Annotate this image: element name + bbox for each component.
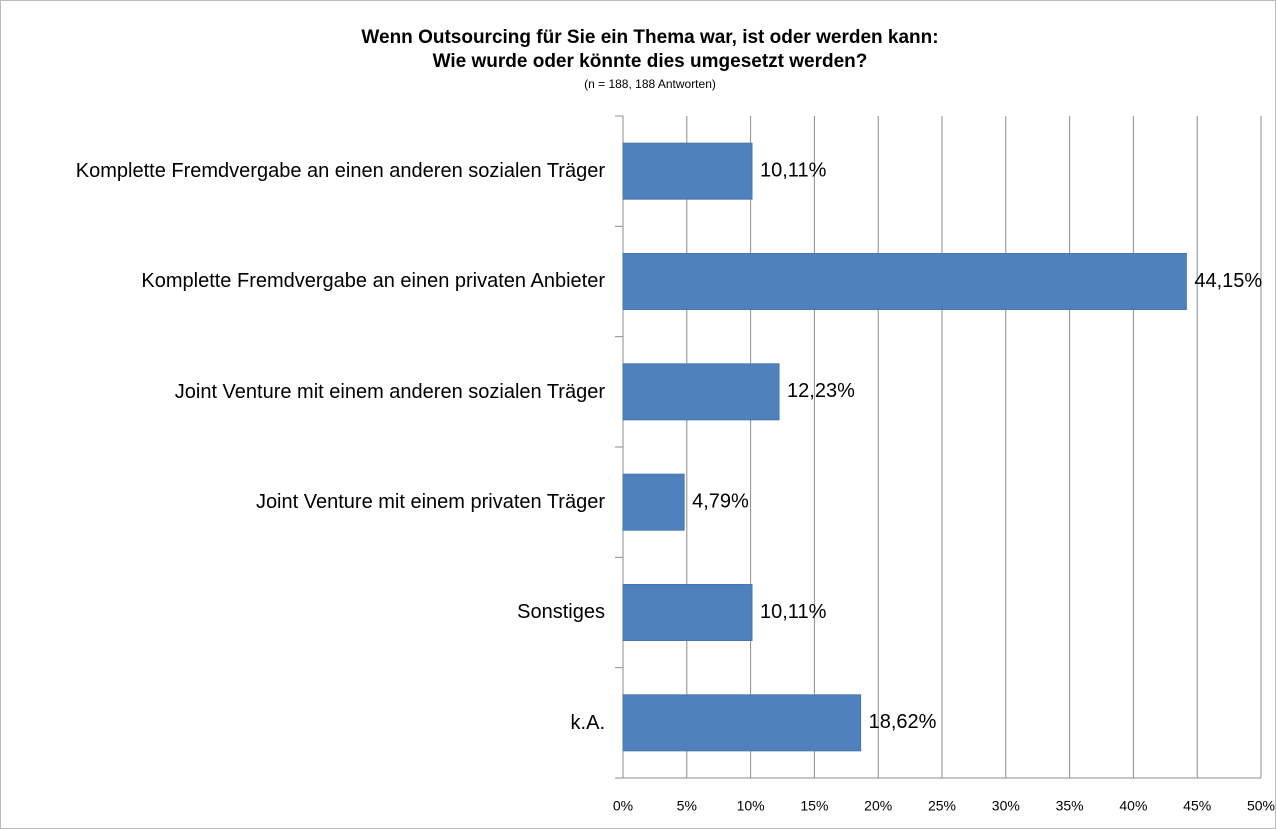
y-tick-label: Sonstiges	[517, 601, 605, 624]
x-tick-label: 20%	[864, 798, 892, 814]
x-tick-label: 25%	[928, 798, 956, 814]
x-tick-label: 50%	[1247, 798, 1275, 814]
bar	[622, 363, 780, 421]
chart-title: Wenn Outsourcing für Sie ein Thema war, …	[361, 27, 938, 48]
data-label: 18,62%	[869, 711, 937, 733]
bar	[622, 694, 862, 752]
data-label: 10,11%	[760, 601, 827, 623]
bar	[622, 584, 753, 641]
bar	[622, 473, 685, 531]
chart-subtitle: (n = 188, 188 Antworten)	[584, 77, 716, 91]
chart-title: Wie wurde oder könnte dies umgesetzt wer…	[433, 51, 868, 72]
bar	[622, 142, 753, 200]
x-tick-label: 10%	[737, 798, 765, 814]
y-tick-label: Joint Venture mit einem privaten Träger	[255, 491, 605, 514]
x-tick-label: 15%	[800, 798, 828, 814]
x-tick-label: 45%	[1183, 798, 1211, 814]
data-label: 44,15%	[1194, 270, 1262, 292]
y-tick-label: Komplette Fremdvergabe an einen anderen …	[75, 160, 605, 183]
y-tick-label: k.A.	[570, 711, 605, 734]
x-tick-label: 40%	[1119, 798, 1147, 814]
x-tick-label: 5%	[677, 798, 697, 814]
x-tick-label: 30%	[992, 798, 1020, 814]
data-label: 10,11%	[760, 159, 827, 181]
x-tick-label: 0%	[613, 798, 633, 814]
y-tick-label: Joint Venture mit einem anderen sozialen…	[174, 380, 605, 403]
x-tick-label: 35%	[1056, 798, 1084, 814]
data-label: 12,23%	[787, 380, 855, 402]
y-tick-label: Komplette Fremdvergabe an einen privaten…	[141, 270, 605, 293]
bar	[622, 253, 1187, 310]
data-label: 4,79%	[692, 490, 749, 512]
